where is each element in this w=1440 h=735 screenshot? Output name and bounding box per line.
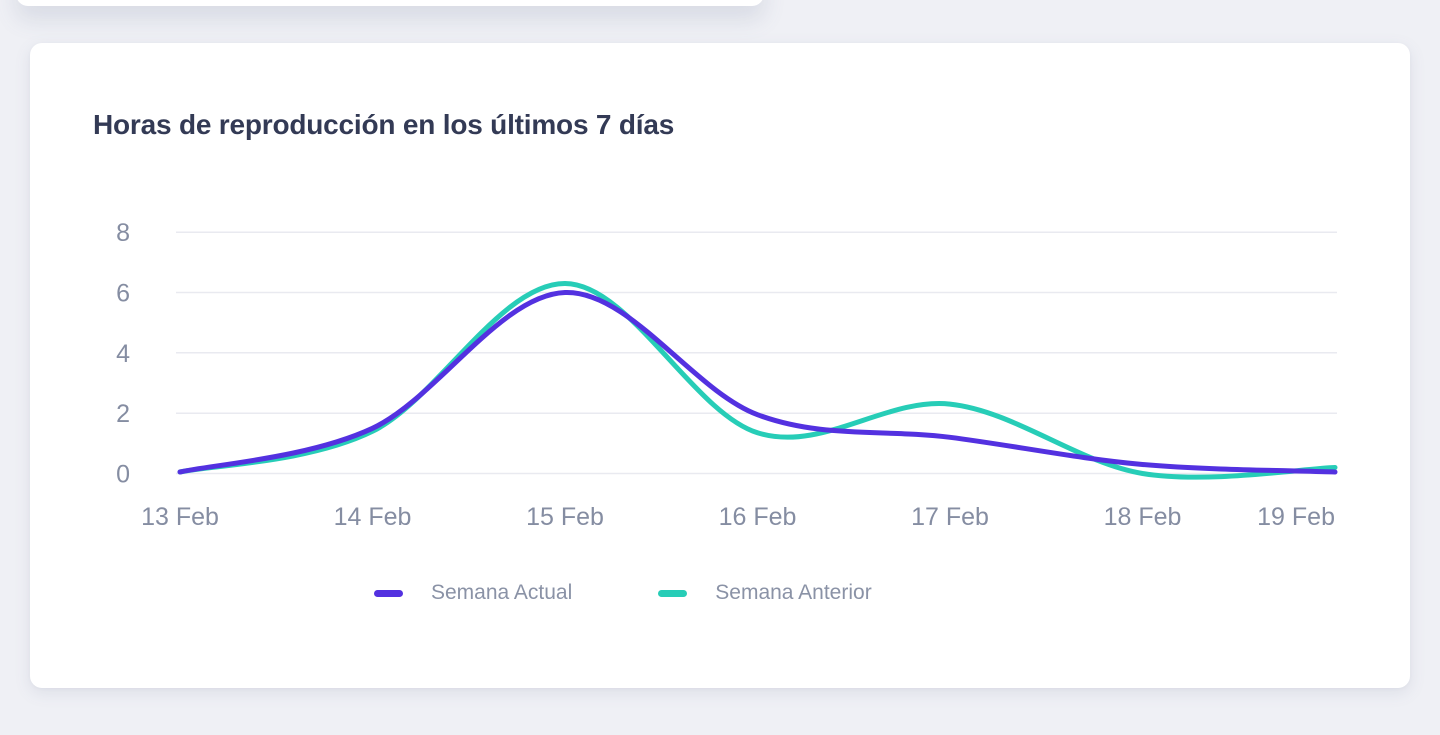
legend-item-semana-actual[interactable]: Semana Actual <box>374 581 572 605</box>
previous-card-shadow <box>16 0 764 6</box>
line-chart-canvas[interactable]: 0 2 4 6 8 13 Feb 14 Feb 15 Feb 16 Feb 17 Feb 18 Fe… <box>30 43 1410 688</box>
chart-legend: Semana Actual Semana Anterior <box>374 579 872 607</box>
chart-title: Horas de reproducción en los últimos 7 d… <box>93 109 675 140</box>
x-axis-label: 18 Feb <box>1104 503 1182 531</box>
y-axis-label: 6 <box>116 280 130 308</box>
legend-marker-semana-anterior <box>658 589 688 597</box>
legend-label: Semana Actual <box>431 581 573 604</box>
series-line-semana-actual[interactable] <box>177 289 1338 475</box>
y-axis-label: 8 <box>116 219 130 247</box>
y-axis-label: 4 <box>116 340 130 368</box>
x-axis-label: 17 Feb <box>911 503 989 531</box>
x-axis-label: 13 Feb <box>141 503 219 531</box>
legend-label: Semana Anterior <box>715 581 872 604</box>
x-axis-label: 19 Feb <box>1257 503 1335 531</box>
y-axis-label: 2 <box>116 400 130 428</box>
x-axis-label: 15 Feb <box>526 503 604 531</box>
y-axis-label: 0 <box>116 461 130 489</box>
x-axis-label: 16 Feb <box>719 503 797 531</box>
legend-item-semana-anterior[interactable]: Semana Anterior <box>658 581 872 605</box>
legend-marker-semana-actual <box>374 589 403 597</box>
series-line-semana-anterior[interactable] <box>177 280 1338 480</box>
chart-card: Horas de reproducción en los últimos 7 d… <box>30 43 1410 688</box>
x-axis-label: 14 Feb <box>334 503 412 531</box>
